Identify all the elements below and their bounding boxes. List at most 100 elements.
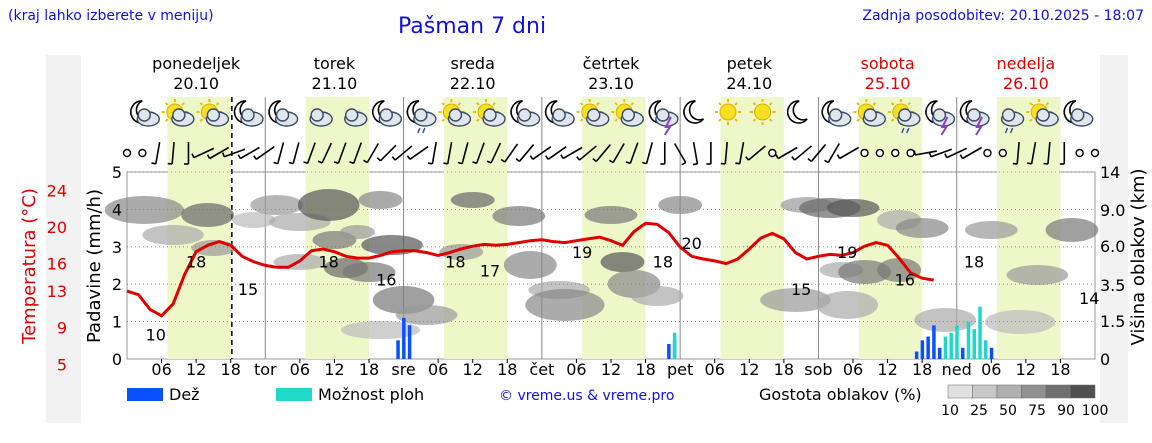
wind-barb-icon bbox=[791, 145, 813, 161]
temperature-label: 15 bbox=[791, 280, 811, 299]
moon-cloud-icon bbox=[372, 100, 402, 127]
cloud-density-level: 100 bbox=[1082, 403, 1109, 419]
cloud-density-blob bbox=[964, 221, 1018, 239]
temperature-label: 18 bbox=[186, 252, 206, 271]
day-name: sobota bbox=[860, 54, 914, 73]
cloud-height-tick: 3.5 bbox=[1100, 276, 1125, 295]
wind-barb-icon bbox=[349, 142, 362, 165]
wind-barb-icon bbox=[184, 142, 190, 165]
wind-barb-icon bbox=[500, 143, 519, 163]
day-name: četrtek bbox=[583, 54, 641, 73]
storm-bar bbox=[943, 336, 948, 359]
cloud-density-blob bbox=[395, 305, 458, 325]
wind-barb-icon bbox=[1043, 141, 1051, 165]
wind-barb-icon bbox=[560, 146, 583, 160]
moon-cloud-icon bbox=[233, 100, 264, 127]
cloud-density-blob bbox=[342, 262, 396, 282]
temperature-label: 20 bbox=[681, 234, 701, 253]
moon-cloud-icon bbox=[268, 100, 299, 127]
cloud-density-level: 90 bbox=[1057, 403, 1075, 419]
wind-barb-icon bbox=[706, 142, 712, 165]
sun-icon bbox=[715, 99, 741, 125]
x-hour-label: 12 bbox=[877, 360, 897, 379]
wind-barb-icon bbox=[486, 142, 502, 164]
cloud-icon bbox=[344, 108, 368, 127]
wind-barb-icon bbox=[1027, 142, 1037, 165]
cloud-height-tick: 6.0 bbox=[1100, 237, 1125, 256]
wind-barb-icon bbox=[836, 146, 860, 160]
wind-barb-icon bbox=[576, 145, 597, 161]
storm-bar bbox=[978, 306, 982, 359]
wind-barb-icon bbox=[807, 144, 827, 163]
temperature-line bbox=[126, 221, 934, 318]
cloud-density-blob bbox=[838, 260, 891, 284]
rain-swatch bbox=[127, 388, 163, 401]
wind-barb-icon bbox=[206, 146, 230, 160]
x-hour-label: 06 bbox=[151, 360, 171, 379]
cloud-density-legend-label: Gostota oblakov (%) bbox=[759, 385, 922, 404]
storm-legend-label: Možnost ploh bbox=[318, 385, 424, 404]
storm-bar bbox=[955, 325, 959, 359]
rain-bar bbox=[914, 351, 919, 359]
cloud-density-blob bbox=[439, 244, 484, 260]
credit-link[interactable]: © vreme.us & vreme.pro bbox=[499, 388, 675, 404]
calm-wind-icon bbox=[768, 148, 777, 158]
sun-cloud-icon bbox=[438, 99, 472, 127]
rain-legend-label: Dež bbox=[169, 385, 200, 404]
sun-icon bbox=[749, 99, 776, 125]
day-date: 26.10 bbox=[1003, 74, 1049, 93]
cloud-density-swatch bbox=[972, 384, 998, 399]
wind-barb-icon bbox=[363, 143, 380, 164]
wind-barb-icon bbox=[273, 142, 285, 165]
storm-bar bbox=[949, 332, 953, 359]
x-hour-label: 06 bbox=[981, 360, 1001, 379]
wind-barb-icon bbox=[775, 146, 798, 160]
temperature-label: 16 bbox=[895, 271, 915, 290]
precip-axis-title: Padavine (mm/h) bbox=[84, 189, 105, 343]
temperature-label: 18 bbox=[445, 252, 465, 271]
cloud-density-blob bbox=[816, 291, 879, 319]
wind-barb-icon bbox=[237, 146, 260, 160]
right-axis-band bbox=[1100, 55, 1128, 423]
sun-cloud-icon bbox=[853, 99, 886, 127]
sun-cloud-icon bbox=[1026, 99, 1059, 127]
wind-barb-icon bbox=[625, 142, 639, 165]
wind-barb-icon bbox=[515, 144, 535, 163]
moon-icon bbox=[683, 100, 705, 124]
storm-bar bbox=[984, 340, 988, 359]
sun-cloud-icon bbox=[473, 99, 506, 127]
cloud-density-blob bbox=[525, 289, 605, 321]
x-day-abbr: tor bbox=[254, 360, 277, 379]
wind-barb-icon bbox=[427, 142, 437, 165]
wind-barb-icon bbox=[529, 146, 552, 160]
temperature-label: 10 bbox=[146, 326, 166, 345]
precip-tick: 2 bbox=[112, 275, 122, 294]
calm-wind-icon bbox=[860, 148, 869, 158]
cloud-density-swatch bbox=[947, 384, 973, 399]
cloud-density-level: 25 bbox=[970, 403, 988, 419]
cloud-height-tick: 9.0 bbox=[1100, 201, 1125, 220]
temperature-label: 14 bbox=[1079, 289, 1099, 308]
cloud-density-blob bbox=[584, 206, 638, 224]
temperature-label: 17 bbox=[480, 261, 500, 280]
cloud-density-blob bbox=[340, 321, 421, 339]
wind-barb-icon bbox=[608, 143, 625, 164]
precip-tick: 3 bbox=[112, 238, 122, 257]
moon-cloud-icon bbox=[130, 100, 160, 127]
wind-barb-icon bbox=[167, 141, 175, 165]
cloud-density-blob bbox=[339, 225, 376, 239]
storm-bar bbox=[972, 329, 976, 359]
x-day-abbr: sre bbox=[391, 360, 415, 379]
precip-tick: 5 bbox=[112, 163, 122, 182]
temperature-tick: 13 bbox=[47, 282, 67, 301]
region-note[interactable]: (kraj lahko izberete v meniju) bbox=[8, 8, 214, 24]
rain-bar bbox=[407, 325, 412, 359]
cloud-density-blob bbox=[630, 286, 684, 306]
x-hour-label: 18 bbox=[635, 360, 655, 379]
calm-wind-icon bbox=[138, 148, 147, 158]
cloud-density-blob bbox=[250, 195, 304, 215]
day-date: 24.10 bbox=[726, 74, 772, 93]
wind-barb-icon bbox=[191, 147, 215, 159]
wind-barb-icon bbox=[333, 142, 347, 165]
